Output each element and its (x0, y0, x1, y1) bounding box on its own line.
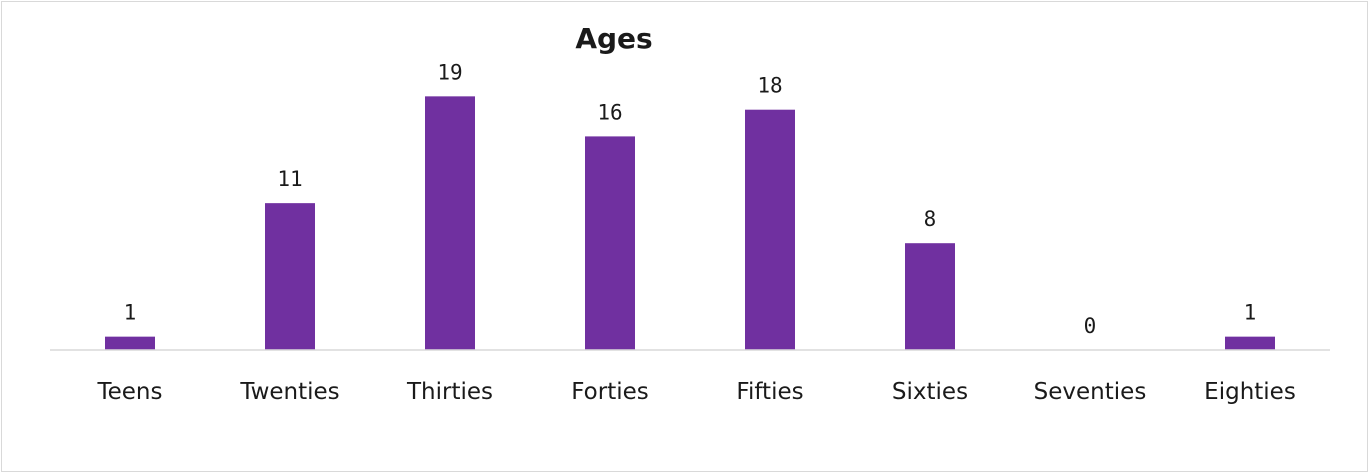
bar-forties (585, 136, 635, 350)
data-label-thirties: 19 (437, 60, 462, 84)
category-label-fifties: Fifties (736, 379, 803, 405)
bars-layer (105, 96, 1275, 350)
category-label-sixties: Sixties (892, 379, 968, 405)
bar-sixties (905, 243, 955, 350)
bar-thirties (425, 96, 475, 350)
data-label-forties: 16 (597, 100, 622, 124)
chart-title: Ages (575, 22, 653, 55)
category-label-thirties: Thirties (406, 379, 493, 405)
data-label-eighties: 1 (1244, 301, 1257, 325)
category-label-eighties: Eighties (1204, 379, 1296, 405)
category-label-teens: Teens (96, 379, 162, 405)
data-label-fifties: 18 (757, 74, 782, 98)
category-label-seventies: Seventies (1034, 379, 1147, 405)
category-label-forties: Forties (571, 379, 648, 405)
category-labels-layer: Teens Twenties Thirties Forties Fifties Sixti… (96, 379, 1295, 405)
bar-eighties (1225, 336, 1275, 350)
data-label-teens: 1 (124, 301, 137, 325)
bar-fifties (745, 109, 795, 350)
data-label-seventies: 0 (1084, 314, 1097, 338)
category-label-twenties: Twenties (239, 379, 339, 405)
data-label-twenties: 11 (277, 167, 302, 191)
bar-twenties (265, 203, 315, 350)
data-label-sixties: 8 (924, 207, 937, 231)
bar-teens (105, 336, 155, 350)
